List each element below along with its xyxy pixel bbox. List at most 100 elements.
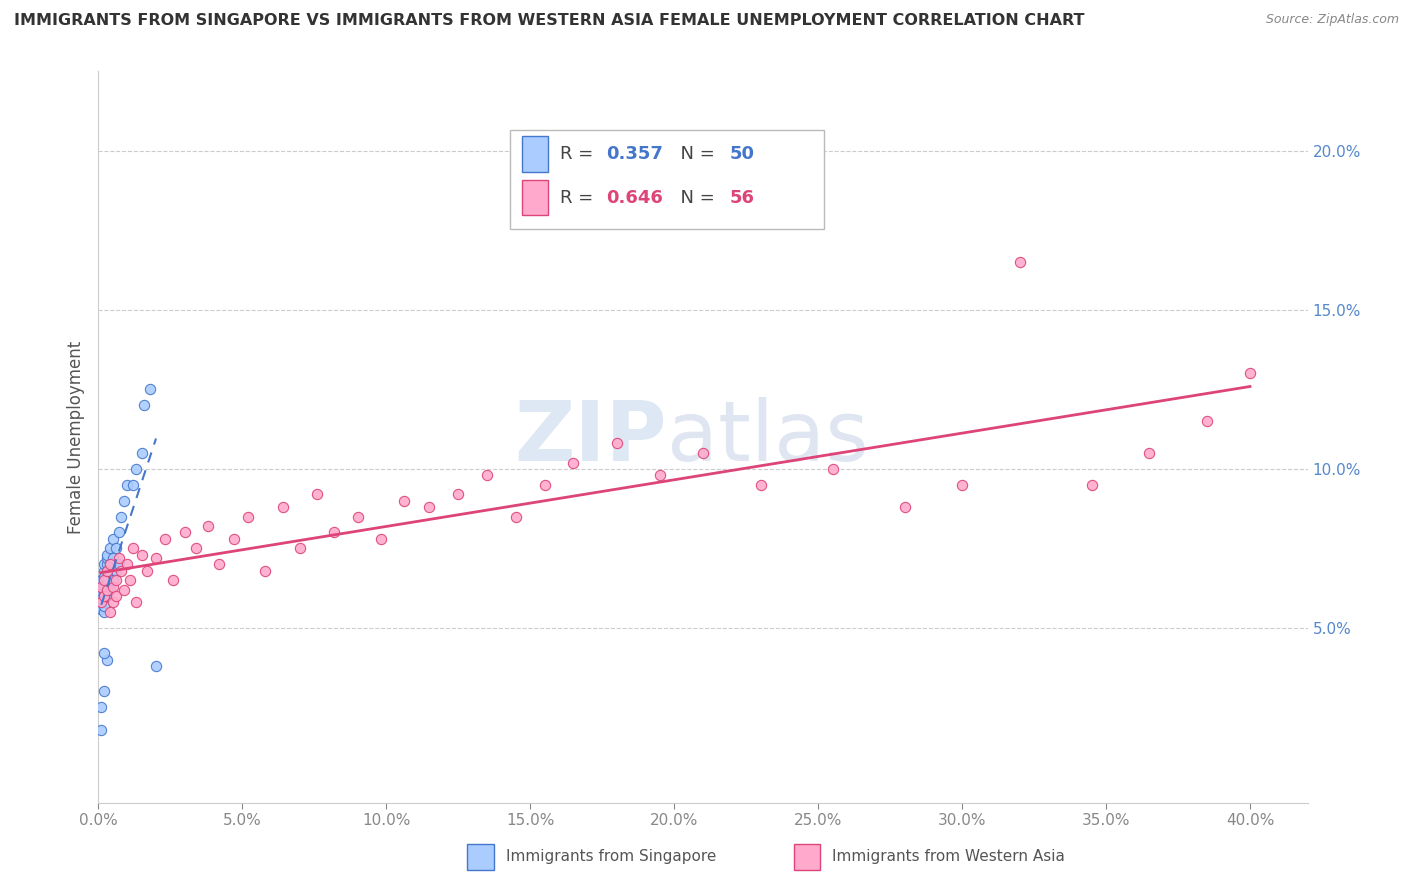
- Point: [107, 525, 129, 540]
- Point: [271, 500, 294, 514]
- Point: [90, 599, 112, 613]
- Point: [101, 532, 124, 546]
- Point: [323, 525, 346, 540]
- Point: [307, 487, 329, 501]
- Point: [131, 446, 153, 460]
- Point: [346, 509, 368, 524]
- Point: [186, 541, 208, 556]
- Point: [136, 564, 159, 578]
- Point: [101, 550, 124, 565]
- Point: [98, 558, 121, 572]
- Point: [93, 684, 115, 698]
- Point: [107, 550, 129, 565]
- Point: [288, 541, 311, 556]
- Point: [98, 558, 121, 572]
- Point: [122, 541, 145, 556]
- Point: [125, 462, 148, 476]
- Point: [139, 383, 162, 397]
- Bar: [793, 845, 820, 870]
- Point: [104, 564, 127, 578]
- Point: [562, 456, 585, 470]
- Point: [90, 576, 112, 591]
- Point: [692, 446, 714, 460]
- Point: [93, 599, 115, 613]
- Point: [950, 477, 973, 491]
- Point: [821, 462, 844, 476]
- Point: [90, 582, 112, 597]
- Point: [110, 564, 132, 578]
- Point: [418, 500, 440, 514]
- Point: [96, 564, 118, 578]
- Point: [162, 573, 184, 587]
- Text: 50: 50: [730, 145, 755, 163]
- Point: [125, 595, 148, 609]
- Point: [90, 580, 112, 594]
- Point: [153, 532, 176, 546]
- Point: [101, 573, 124, 587]
- Point: [90, 723, 112, 737]
- Point: [90, 700, 112, 714]
- Point: [98, 582, 121, 597]
- Point: [93, 589, 115, 603]
- Text: atlas: atlas: [666, 397, 869, 477]
- Point: [98, 564, 121, 578]
- Point: [98, 605, 121, 619]
- Text: Immigrants from Western Asia: Immigrants from Western Asia: [832, 849, 1066, 864]
- Point: [1195, 414, 1218, 428]
- Point: [93, 558, 115, 572]
- Point: [370, 532, 392, 546]
- Point: [115, 558, 138, 572]
- Point: [1008, 255, 1031, 269]
- Point: [90, 595, 112, 609]
- Point: [134, 398, 156, 412]
- Point: [104, 589, 127, 603]
- Point: [606, 436, 628, 450]
- Point: [145, 550, 167, 565]
- Point: [505, 509, 527, 524]
- Point: [96, 558, 118, 572]
- Point: [112, 582, 135, 597]
- Point: [648, 468, 671, 483]
- Point: [90, 589, 112, 603]
- Point: [1137, 446, 1160, 460]
- Point: [90, 602, 112, 616]
- Text: 0.646: 0.646: [606, 189, 664, 207]
- FancyBboxPatch shape: [509, 130, 824, 228]
- Point: [93, 564, 115, 578]
- Text: ZIP: ZIP: [515, 397, 666, 477]
- Text: N =: N =: [669, 189, 721, 207]
- Y-axis label: Female Unemployment: Female Unemployment: [66, 341, 84, 533]
- Point: [93, 646, 115, 660]
- Point: [93, 582, 115, 597]
- Bar: [522, 136, 548, 171]
- Point: [93, 570, 115, 584]
- Bar: [467, 845, 494, 870]
- Point: [236, 509, 259, 524]
- Point: [96, 653, 118, 667]
- Point: [197, 519, 219, 533]
- Point: [96, 573, 118, 587]
- Point: [90, 595, 112, 609]
- Point: [533, 477, 555, 491]
- Point: [93, 605, 115, 619]
- Point: [749, 477, 772, 491]
- Point: [110, 509, 132, 524]
- Point: [131, 548, 153, 562]
- Point: [122, 477, 145, 491]
- Point: [145, 659, 167, 673]
- Point: [101, 595, 124, 609]
- Point: [98, 541, 121, 556]
- Point: [96, 589, 118, 603]
- Point: [893, 500, 915, 514]
- Point: [93, 586, 115, 600]
- Text: R =: R =: [561, 145, 599, 163]
- Point: [1080, 477, 1102, 491]
- Text: IMMIGRANTS FROM SINGAPORE VS IMMIGRANTS FROM WESTERN ASIA FEMALE UNEMPLOYMENT CO: IMMIGRANTS FROM SINGAPORE VS IMMIGRANTS …: [14, 13, 1084, 29]
- Point: [101, 580, 124, 594]
- Point: [90, 586, 112, 600]
- Point: [96, 550, 118, 565]
- Point: [96, 582, 118, 597]
- Point: [104, 573, 127, 587]
- Point: [475, 468, 498, 483]
- Point: [222, 532, 245, 546]
